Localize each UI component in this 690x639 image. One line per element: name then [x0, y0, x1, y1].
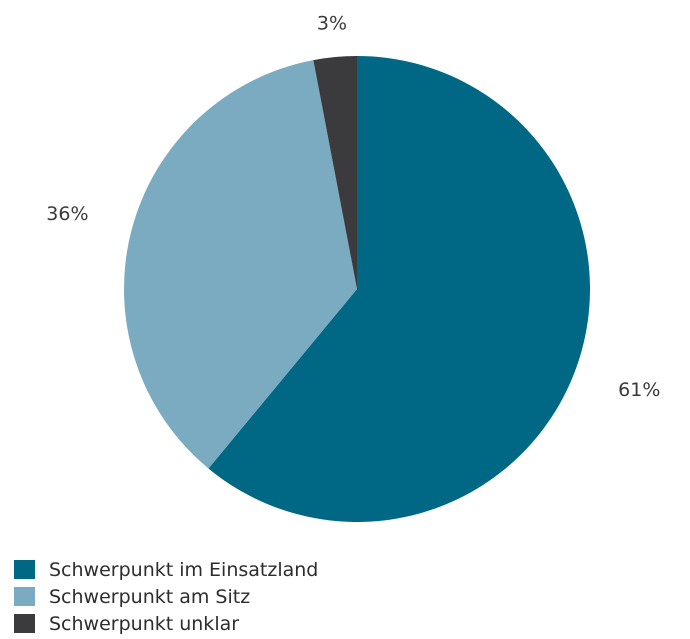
slice-label-sitz: 36%	[46, 203, 88, 225]
pie-slice-einsatzland	[208, 56, 590, 522]
pie-slice-sitz	[124, 60, 357, 469]
pie-slice-unklar	[313, 56, 357, 289]
legend-label-sitz: Schwerpunkt am Sitz	[49, 585, 251, 608]
legend-swatch-unklar	[14, 614, 35, 633]
slice-label-unklar: 3%	[317, 13, 347, 35]
legend-item-einsatzland: Schwerpunkt im Einsatzland	[14, 556, 318, 583]
legend-swatch-sitz	[14, 587, 35, 606]
legend-label-einsatzland: Schwerpunkt im Einsatzland	[49, 558, 319, 581]
legend: Schwerpunkt im Einsatzland Schwerpunkt a…	[14, 556, 318, 637]
legend-swatch-einsatzland	[14, 560, 35, 579]
legend-item-sitz: Schwerpunkt am Sitz	[14, 583, 318, 610]
legend-item-unklar: Schwerpunkt unklar	[14, 610, 318, 637]
slice-label-einsatzland: 61%	[618, 379, 660, 401]
legend-label-unklar: Schwerpunkt unklar	[49, 612, 240, 635]
